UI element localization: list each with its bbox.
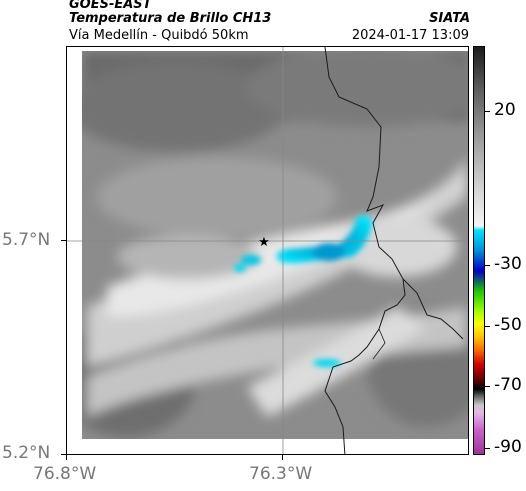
border-line-2 <box>402 278 464 340</box>
cold-cloud-tops <box>234 215 372 367</box>
xtick-76.8 <box>66 455 67 460</box>
ytick-5.7 <box>61 240 66 241</box>
colorbar <box>473 46 485 455</box>
satellite-map[interactable]: ★ <box>66 46 469 455</box>
border-line <box>324 47 406 454</box>
cbar-label-20: 20 <box>494 100 516 120</box>
map-canvas: ★ <box>67 47 468 454</box>
xlabel-76.8: 76.8°W <box>33 464 97 484</box>
timestamp-label: 2024-01-17 13:09 <box>351 28 469 43</box>
cbar-tick-20 <box>485 111 490 112</box>
cbar-label-m90: -90 <box>494 437 522 457</box>
region-subtitle: Vía Medellín - Quibdó 50km <box>69 28 249 43</box>
border-line-3 <box>372 328 386 360</box>
xlabel-76.3: 76.3°W <box>249 464 313 484</box>
organization-label: SIATA <box>429 11 470 26</box>
xtick-76.3 <box>282 455 283 460</box>
ytick-5.2 <box>61 454 66 455</box>
cbar-tick-m90 <box>485 448 490 449</box>
star-icon: ★ <box>258 235 270 250</box>
ylabel-5.2: 5.2°N <box>2 443 51 463</box>
cbar-label-m50: -50 <box>494 315 522 335</box>
cbar-label-m30: -30 <box>494 254 522 274</box>
ylabel-5.7: 5.7°N <box>2 230 51 250</box>
brightness-imagery <box>82 51 468 439</box>
cbar-label-m70: -70 <box>494 375 522 395</box>
cbar-tick-m30 <box>485 265 490 266</box>
cbar-tick-m70 <box>485 386 490 387</box>
product-title: Temperatura de Brillo CH13 <box>69 11 272 26</box>
satellite-title: GOES-EAST <box>69 0 152 12</box>
cbar-tick-m50 <box>485 326 490 327</box>
